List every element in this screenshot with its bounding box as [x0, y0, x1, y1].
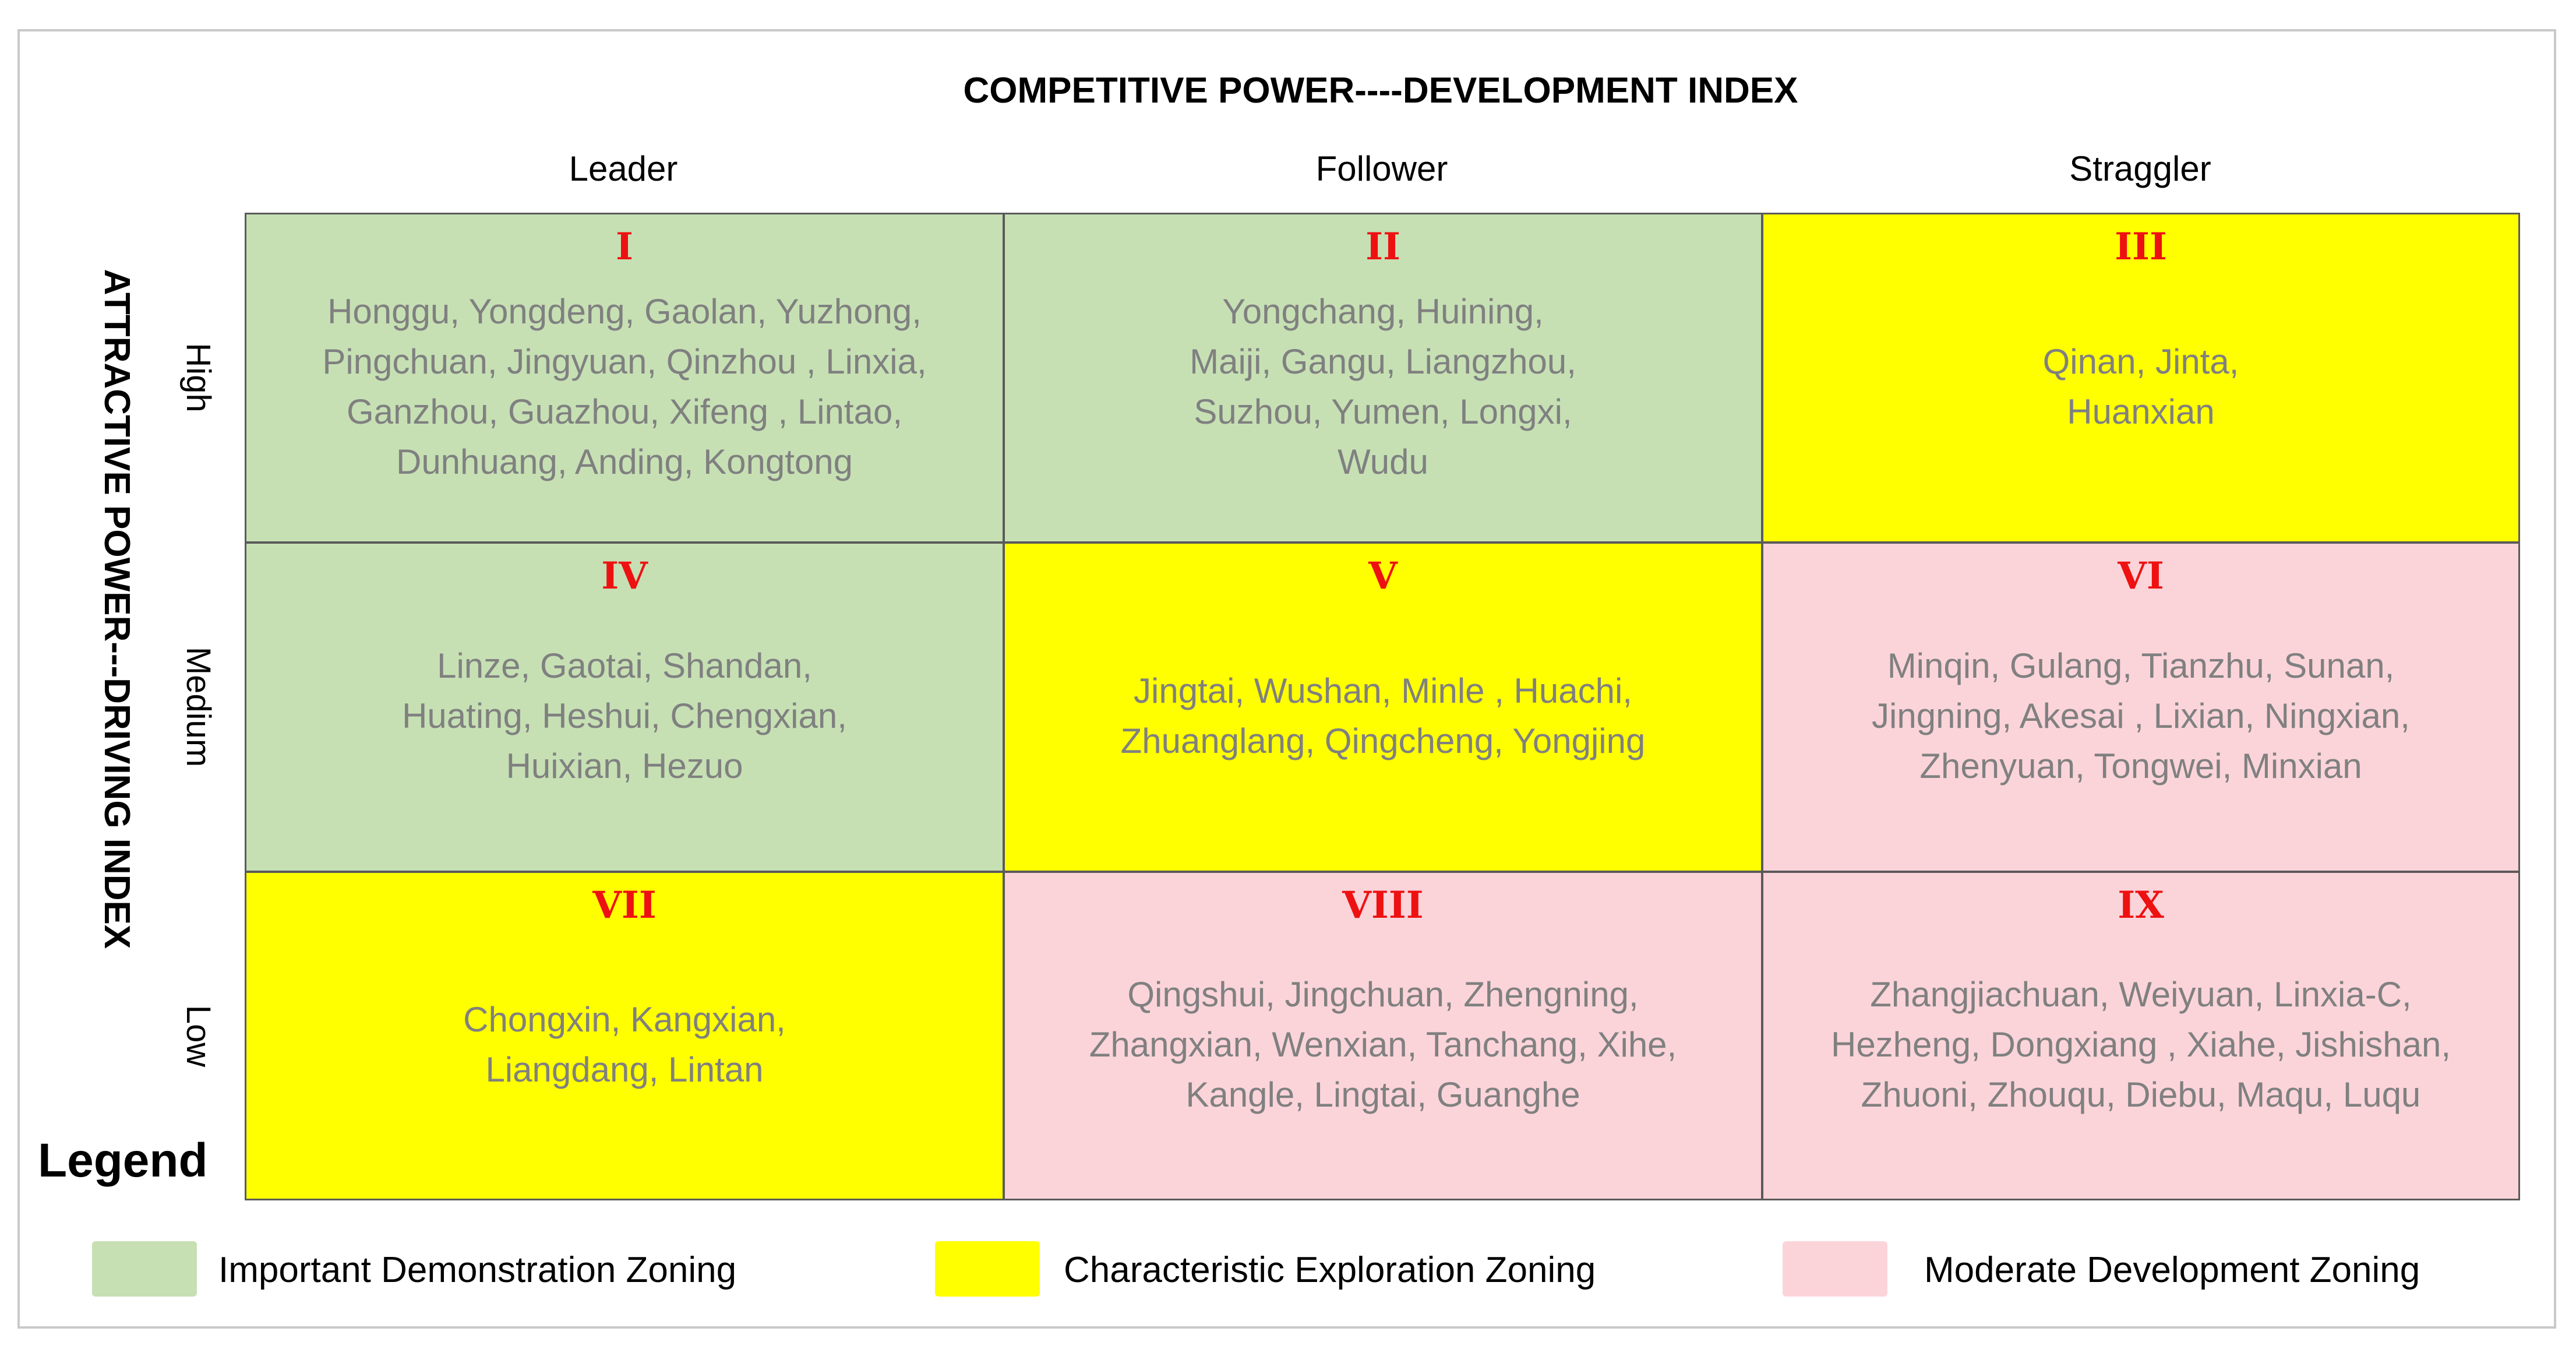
y-axis-title: ATTRACTIVE POWER---DRIVING INDEX — [97, 269, 137, 949]
zone-numeral: I — [616, 225, 633, 269]
county-list: Zhangjiachuan, Weiyuan, Linxia-C, Hezhen… — [1830, 974, 2451, 1114]
matrix-cell-I: I Honggu, Yongdeng, Gaolan, Yuzhong, Pin… — [245, 213, 1004, 543]
county-list: Qingshui, Jingchuan, Zhengning, Zhangxia… — [1089, 974, 1677, 1114]
matrix-cell-VII: VII Chongxin, Kangxian, Liangdang, Linta… — [245, 871, 1004, 1200]
matrix-cell-IX: IX Zhangjiachuan, Weiyuan, Linxia-C, Hez… — [1762, 871, 2520, 1200]
matrix-cell-VI: VI Minqin, Gulang, Tianzhu, Sunan, Jingn… — [1762, 542, 2520, 872]
legend-swatch-characteristic — [935, 1241, 1040, 1297]
zone-numeral: IX — [2118, 883, 2164, 927]
county-list: Yongchang, Huining, Maiji, Gangu, Liangz… — [1190, 291, 1576, 481]
matrix-cell-II: II Yongchang, Huining, Maiji, Gangu, Lia… — [1003, 213, 1763, 543]
legend-label-characteristic: Characteristic Exploration Zoning — [1064, 1250, 1596, 1290]
matrix-cell-V: V Jingtai, Wushan, Minle , Huachi, Zhuan… — [1003, 542, 1763, 872]
matrix-cell-VIII: VIII Qingshui, Jingchuan, Zhengning, Zha… — [1003, 871, 1763, 1200]
legend-swatch-moderate — [1783, 1241, 1887, 1297]
row-header-medium: Medium — [179, 646, 217, 767]
county-list: Qinan, Jinta, Huanxian — [2042, 341, 2239, 431]
column-header-leader: Leader — [569, 149, 678, 188]
county-list: Honggu, Yongdeng, Gaolan, Yuzhong, Pingc… — [322, 291, 927, 481]
zone-numeral: III — [2115, 225, 2167, 269]
column-header-follower: Follower — [1315, 149, 1448, 188]
zone-numeral: II — [1365, 225, 1400, 269]
county-list: Minqin, Gulang, Tianzhu, Sunan, Jingning… — [1872, 646, 2410, 786]
matrix-cell-III: III Qinan, Jinta, Huanxian — [1762, 213, 2520, 543]
zoning-matrix: I Honggu, Yongdeng, Gaolan, Yuzhong, Pin… — [245, 213, 2520, 1200]
zone-numeral: IV — [601, 554, 648, 598]
legend-swatch-important — [92, 1241, 197, 1297]
legend-label-important: Important Demonstration Zoning — [218, 1250, 737, 1290]
county-list: Jingtai, Wushan, Minle , Huachi, Zhuangl… — [1120, 671, 1646, 760]
x-axis-title: COMPETITIVE POWER----DEVELOPMENT INDEX — [963, 71, 1798, 111]
matrix-cell-IV: IV Linze, Gaotai, Shandan, Huating, Hesh… — [245, 542, 1004, 872]
zone-numeral: VI — [2118, 554, 2164, 598]
zone-numeral: VIII — [1342, 883, 1424, 927]
county-list: Chongxin, Kangxian, Liangdang, Lintan — [463, 999, 786, 1089]
zone-numeral: VII — [592, 883, 657, 927]
figure-frame — [17, 29, 2556, 1329]
legend-label-moderate: Moderate Development Zoning — [1924, 1250, 2420, 1290]
legend-title: Legend — [38, 1134, 208, 1187]
column-header-straggler: Straggler — [2069, 149, 2211, 188]
zone-numeral: V — [1368, 554, 1398, 598]
county-list: Linze, Gaotai, Shandan, Huating, Heshui,… — [402, 646, 847, 786]
row-header-high: High — [179, 343, 217, 413]
